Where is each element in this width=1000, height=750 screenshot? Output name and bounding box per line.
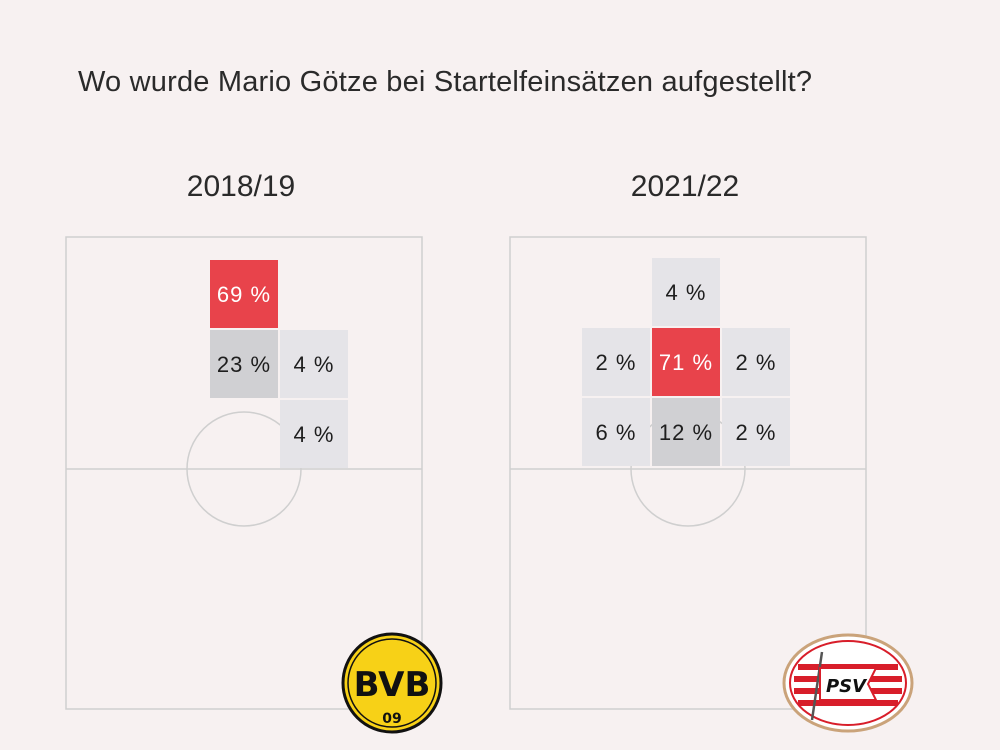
heatmap-right-cells: 4 % 2 % 71 % 2 % 6 % 12 % 2 % [582, 258, 790, 466]
heatmap-left-cell-label: 4 % [294, 352, 335, 377]
heatmap-right-cell [722, 328, 790, 396]
heatmap-right-cell [582, 328, 650, 396]
season-title-left: 2018/19 [186, 170, 296, 203]
season-title-right: 2021/22 [630, 170, 740, 203]
heatmap-right-cell [652, 328, 720, 396]
heatmap-right-cell-label: 6 % [596, 420, 637, 445]
pitch-left: 69 % 23 % 4 % 4 % [65, 236, 423, 710]
heatmap-right-cell [652, 258, 720, 326]
heatmap-left-cell-label: 23 % [217, 352, 271, 377]
heatmap-right-cell [722, 398, 790, 466]
heatmap-right-cell-label: 2 % [596, 350, 637, 375]
svg-text:PSV: PSV [826, 676, 868, 697]
heatmap-left-cell [280, 400, 348, 468]
heatmap-left-cells: 69 % 23 % 4 % 4 % [210, 260, 348, 468]
heatmap-left-cell [210, 330, 278, 398]
pitch-right: 4 % 2 % 71 % 2 % 6 % 12 % 2 % [509, 236, 867, 710]
heatmap-right-cell-label: 2 % [736, 350, 777, 375]
heatmap-right-cell-label: 4 % [666, 280, 707, 305]
bvb-logo: BVB 09 [341, 632, 443, 734]
heatmap-right-cell-label: 12 % [659, 420, 713, 445]
heatmap-left-cell-label: 69 % [217, 282, 271, 307]
psv-logo: PSV [782, 633, 914, 733]
heatmap-right-cell-label: 71 % [659, 350, 713, 375]
heatmap-left-cell [280, 330, 348, 398]
svg-text:09: 09 [382, 711, 401, 727]
heatmap-right-cell [652, 398, 720, 466]
pitch-right-border [509, 236, 867, 710]
heatmap-right-cell-label: 2 % [736, 420, 777, 445]
pitch-left-center-circle [186, 411, 302, 527]
svg-text:BVB: BVB [354, 665, 431, 705]
heatmap-left-cell-label: 4 % [294, 422, 335, 447]
pitch-left-border [65, 236, 423, 710]
heatmap-right-cell [582, 398, 650, 466]
heatmap-left-cell [210, 260, 278, 328]
chart-title: Wo wurde Mario Götze bei Startelfeinsätz… [78, 66, 813, 98]
